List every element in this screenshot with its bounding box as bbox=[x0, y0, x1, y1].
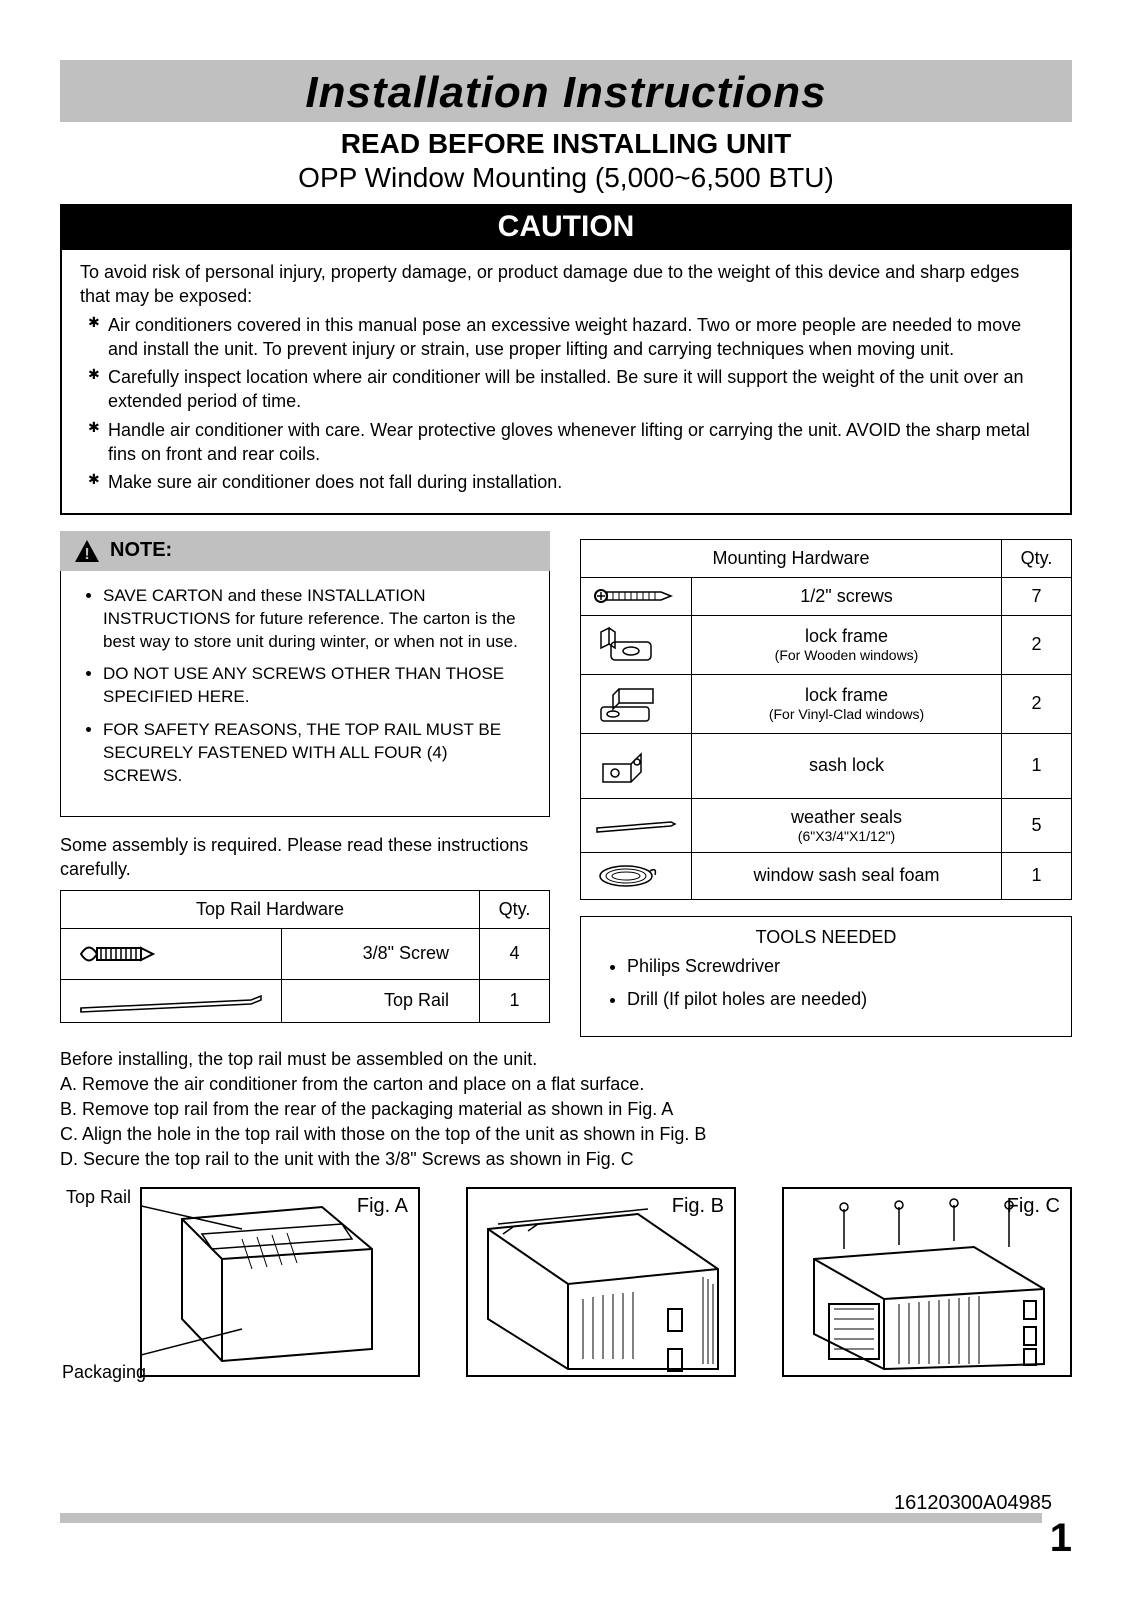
title-banner: Installation Instructions bbox=[60, 60, 1072, 122]
table-header-qty: Qty. bbox=[1002, 539, 1072, 577]
table-header-qty: Qty. bbox=[480, 890, 550, 928]
item-name: 3/8" Screw bbox=[282, 928, 480, 979]
table-row: 3/8" Screw 4 bbox=[61, 928, 550, 979]
figure-c: Fig. C bbox=[782, 1187, 1072, 1377]
fig-a-toprail-label: Top Rail bbox=[66, 1187, 131, 1208]
caution-box: To avoid risk of personal injury, proper… bbox=[60, 250, 1072, 515]
item-qty: 2 bbox=[1002, 674, 1072, 733]
caution-heading: CAUTION bbox=[60, 204, 1072, 250]
item-qty: 2 bbox=[1002, 615, 1072, 674]
pre-install-instructions: Before installing, the top rail must be … bbox=[60, 1047, 1072, 1173]
table-row: window sash seal foam 1 bbox=[581, 852, 1072, 899]
pre-install-step: B. Remove top rail from the rear of the … bbox=[60, 1097, 1072, 1122]
weather-seal-icon bbox=[581, 798, 692, 852]
item-name: 1/2" screws bbox=[692, 577, 1002, 615]
caution-item: Carefully inspect location where air con… bbox=[88, 365, 1052, 414]
page-number: 1 bbox=[1050, 1516, 1072, 1561]
note-item: DO NOT USE ANY SCREWS OTHER THAN THOSE S… bbox=[103, 663, 531, 709]
top-rail-hardware-table: Top Rail Hardware Qty. 3/8" Screw 4 bbox=[60, 890, 550, 1023]
tools-needed-box: TOOLS NEEDED Philips Screwdriver Drill (… bbox=[580, 916, 1072, 1037]
sash-seal-foam-icon bbox=[581, 852, 692, 899]
pre-install-step: C. Align the hole in the top rail with t… bbox=[60, 1122, 1072, 1147]
page-title: Installation Instructions bbox=[60, 68, 1072, 118]
item-qty: 7 bbox=[1002, 577, 1072, 615]
caution-item: Air conditioners covered in this manual … bbox=[88, 313, 1052, 362]
pre-install-lead: Before installing, the top rail must be … bbox=[60, 1047, 1072, 1072]
table-row: weather seals(6"X3/4"X1/12") 5 bbox=[581, 798, 1072, 852]
item-qty: 1 bbox=[1002, 733, 1072, 798]
figure-a-container: Top Rail Fig. A Packaging bbox=[60, 1187, 420, 1377]
pre-install-step: A. Remove the air conditioner from the c… bbox=[60, 1072, 1072, 1097]
item-name: sash lock bbox=[692, 733, 1002, 798]
table-header-name: Mounting Hardware bbox=[581, 539, 1002, 577]
item-qty: 1 bbox=[480, 979, 550, 1022]
note-item: FOR SAFETY REASONS, THE TOP RAIL MUST BE… bbox=[103, 719, 531, 788]
warning-icon: ! bbox=[74, 539, 100, 563]
item-name: lock frame(For Vinyl-Clad windows) bbox=[692, 674, 1002, 733]
tool-item: Philips Screwdriver bbox=[627, 956, 1055, 977]
caution-item: Make sure air conditioner does not fall … bbox=[88, 470, 1052, 494]
lock-frame-icon bbox=[581, 615, 692, 674]
table-row: Top Rail 1 bbox=[61, 979, 550, 1022]
sash-lock-icon bbox=[581, 733, 692, 798]
table-row: 1/2" screws 7 bbox=[581, 577, 1072, 615]
table-row: sash lock 1 bbox=[581, 733, 1072, 798]
note-item: SAVE CARTON and these INSTALLATION INSTR… bbox=[103, 585, 531, 654]
top-rail-icon bbox=[61, 979, 282, 1022]
fig-a-packaging-label: Packaging bbox=[62, 1362, 146, 1383]
screw-icon bbox=[61, 928, 282, 979]
figure-b: Fig. B bbox=[466, 1187, 736, 1377]
item-name: Top Rail bbox=[282, 979, 480, 1022]
caution-intro: To avoid risk of personal injury, proper… bbox=[80, 260, 1052, 309]
pre-install-step: D. Secure the top rail to the unit with … bbox=[60, 1147, 1072, 1172]
item-name: weather seals(6"X3/4"X1/12") bbox=[692, 798, 1002, 852]
fig-a-label: Fig. A bbox=[357, 1195, 408, 1218]
assembly-hint: Some assembly is required. Please read t… bbox=[60, 833, 550, 882]
part-number: 16120300A04985 bbox=[894, 1492, 1052, 1515]
figures-row: Top Rail Fig. A Packaging Fig. B bbox=[60, 1187, 1072, 1377]
table-row: lock frame(For Wooden windows) 2 bbox=[581, 615, 1072, 674]
screw-icon bbox=[581, 577, 692, 615]
mounting-hardware-table: Mounting Hardware Qty. 1/2" screws 7 bbox=[580, 539, 1072, 900]
note-heading-text: NOTE: bbox=[110, 539, 172, 562]
lock-frame-vinyl-icon bbox=[581, 674, 692, 733]
note-box: SAVE CARTON and these INSTALLATION INSTR… bbox=[60, 571, 550, 818]
item-name: lock frame(For Wooden windows) bbox=[692, 615, 1002, 674]
table-row: lock frame(For Vinyl-Clad windows) 2 bbox=[581, 674, 1072, 733]
item-qty: 5 bbox=[1002, 798, 1072, 852]
tools-title: TOOLS NEEDED bbox=[597, 927, 1055, 948]
item-name: window sash seal foam bbox=[692, 852, 1002, 899]
item-qty: 1 bbox=[1002, 852, 1072, 899]
fig-c-label: Fig. C bbox=[1007, 1195, 1060, 1218]
item-qty: 4 bbox=[480, 928, 550, 979]
tool-item: Drill (If pilot holes are needed) bbox=[627, 989, 1055, 1010]
table-header-name: Top Rail Hardware bbox=[61, 890, 480, 928]
figure-a: Fig. A bbox=[140, 1187, 420, 1377]
fig-b-label: Fig. B bbox=[672, 1195, 724, 1218]
subtitle-model: OPP Window Mounting (5,000~6,500 BTU) bbox=[60, 162, 1072, 194]
caution-item: Handle air conditioner with care. Wear p… bbox=[88, 418, 1052, 467]
svg-text:!: ! bbox=[84, 546, 89, 563]
note-header: ! NOTE: bbox=[60, 531, 550, 571]
subtitle-read-before: READ BEFORE INSTALLING UNIT bbox=[60, 128, 1072, 160]
footer-stripe bbox=[60, 1513, 1042, 1523]
